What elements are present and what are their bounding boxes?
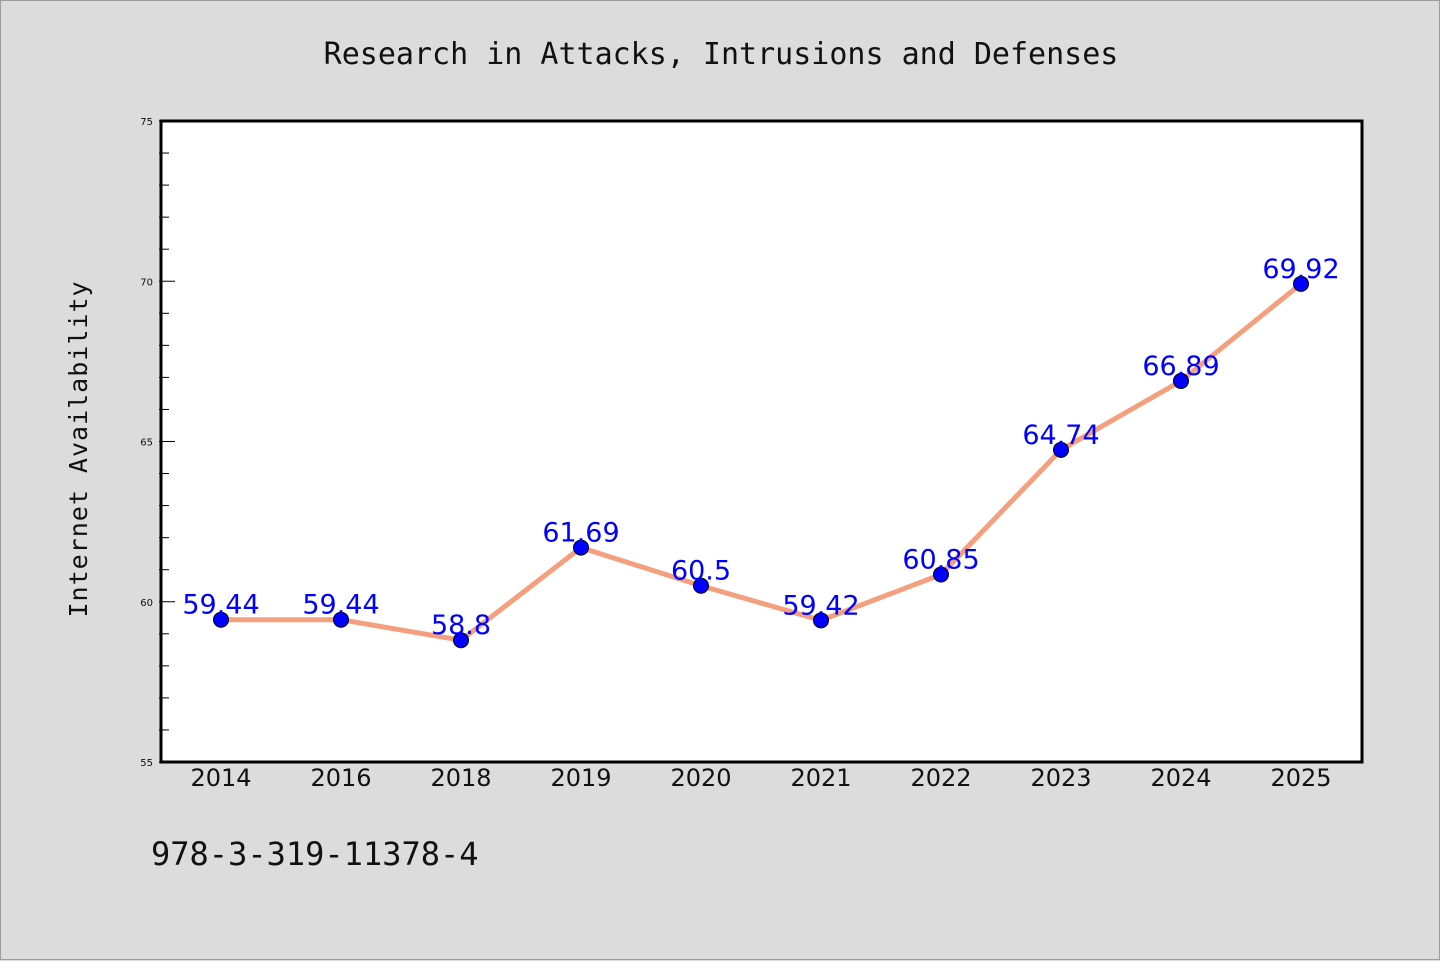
- data-labels: 59.44 59.44 58.8 61.69 60.5 59.42 60.85 64.74 66…: [182, 254, 1339, 641]
- x-tick-label: 2022: [910, 764, 971, 792]
- x-tick-label: 2025: [1270, 764, 1331, 792]
- y-axis-label: Internet Availability: [64, 280, 93, 617]
- data-label: 58.8: [431, 610, 491, 641]
- y-tick-label: 75: [140, 117, 153, 128]
- data-point-marker: [453, 632, 469, 649]
- x-tick-label: 2019: [550, 764, 611, 792]
- y-tick-label: 60: [140, 598, 153, 609]
- data-label: 61.69: [542, 518, 619, 549]
- x-tick-label: 2018: [430, 764, 491, 792]
- data-point-marker: [1293, 275, 1309, 292]
- x-tick-label: 2024: [1150, 764, 1211, 792]
- y-axis-tick-labels: 55 60 65 70 75: [140, 117, 153, 769]
- x-axis-tick-labels: 2014 2016 2018 2019 2020 2021 2022 2023 2024 2025: [190, 764, 1331, 792]
- data-point-marker: [813, 612, 829, 629]
- data-label: 60.85: [902, 545, 979, 576]
- data-label: 64.74: [1022, 420, 1099, 451]
- data-point-marker: [933, 566, 949, 583]
- x-tick-label: 2021: [790, 764, 851, 792]
- x-tick-label: 2014: [190, 764, 251, 792]
- chart-title: Research in Attacks, Intrusions and Defe…: [324, 37, 1119, 72]
- series-markers: [213, 275, 1309, 649]
- y-tick-label: 70: [140, 277, 153, 288]
- data-label: 59.44: [182, 590, 259, 621]
- isbn-label: 978-3-319-11378-4: [151, 835, 479, 873]
- series-line-group: [218, 281, 1304, 643]
- data-point-marker: [213, 611, 229, 628]
- data-point-marker: [1173, 372, 1189, 389]
- series-line: [218, 281, 1304, 643]
- data-point-marker: [573, 539, 589, 556]
- data-label: 69.92: [1262, 254, 1339, 285]
- x-tick-label: 2020: [670, 764, 731, 792]
- data-label: 60.5: [671, 556, 731, 587]
- x-tick-label: 2016: [310, 764, 371, 792]
- data-point-marker: [1053, 441, 1069, 458]
- y-axis-ticks: [159, 120, 175, 763]
- y-tick-label: 55: [140, 758, 153, 769]
- data-point-marker: [333, 611, 349, 628]
- data-label: 59.44: [302, 590, 379, 621]
- data-label: 66.89: [1142, 351, 1219, 382]
- data-point-marker: [693, 577, 709, 594]
- y-tick-label: 65: [140, 438, 153, 449]
- x-tick-label: 2023: [1030, 764, 1091, 792]
- data-label: 59.42: [782, 590, 859, 621]
- plot-area: [159, 119, 1364, 764]
